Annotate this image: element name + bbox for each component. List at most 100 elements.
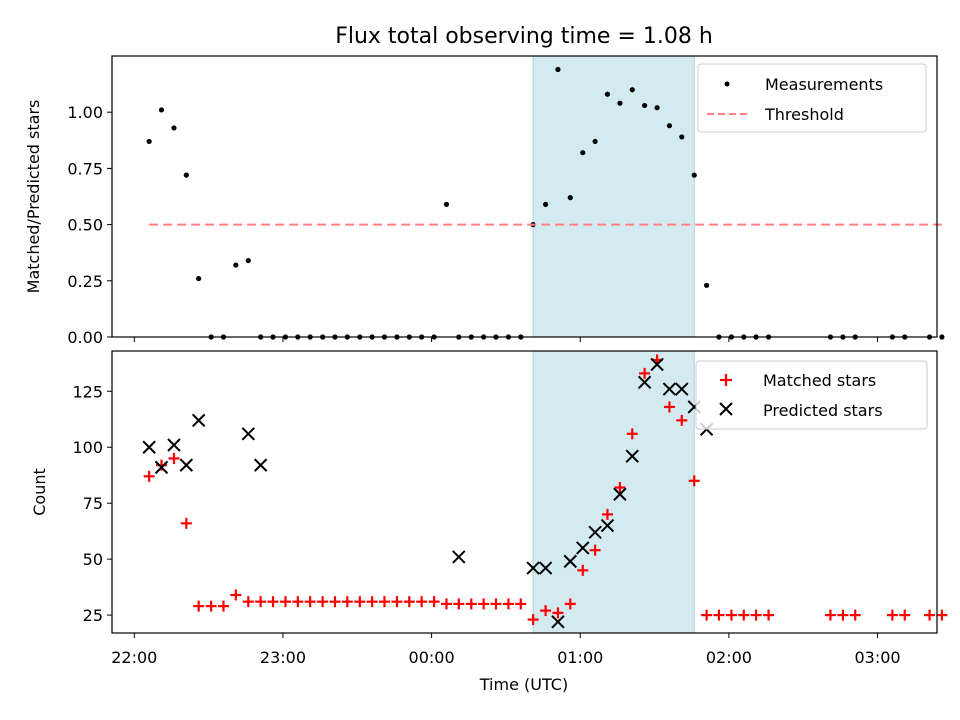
matched-point	[205, 600, 217, 612]
predicted-point	[154, 460, 169, 475]
bottom-legend-box	[695, 360, 928, 430]
predicted-point	[452, 550, 466, 564]
matched-point	[663, 401, 675, 413]
legend-label-matched: Matched stars	[763, 371, 876, 390]
matched-point	[180, 517, 192, 529]
predicted-point	[588, 525, 602, 539]
legend-marker-matched	[720, 374, 732, 386]
matched-point	[478, 598, 490, 610]
predicted-point	[637, 375, 652, 390]
measurement-point	[580, 150, 586, 156]
matched-point	[552, 607, 564, 619]
measurement-point	[592, 138, 598, 145]
matched-point	[242, 596, 254, 608]
matched-point	[217, 600, 229, 612]
measurement-point	[146, 138, 152, 145]
predicted-point	[241, 427, 256, 441]
matched-point	[601, 508, 613, 520]
measurement-point	[171, 125, 177, 131]
predicted-point	[650, 357, 664, 372]
matched-point	[564, 598, 576, 610]
top-marks	[146, 66, 945, 340]
matched-point	[416, 596, 428, 608]
x-tick-label: 03:00	[854, 648, 900, 667]
chart-title: Flux total observing time = 1.08 h	[335, 24, 713, 49]
y-tick-label: 75	[83, 494, 103, 513]
predicted-point	[675, 382, 689, 396]
matched-point	[713, 609, 725, 621]
panel-bottom-highlight	[532, 350, 695, 634]
bottom-axes-frame	[111, 350, 938, 634]
matched-point	[267, 596, 279, 608]
legend-marker-measurements	[724, 81, 730, 87]
top-x-ticks	[133, 337, 879, 342]
measurement-point	[158, 107, 165, 113]
legend-label-predicted: Predicted stars	[763, 401, 883, 420]
predicted-point	[625, 449, 639, 463]
matched-point	[824, 609, 836, 621]
x-tick-label: 02:00	[706, 648, 752, 667]
matched-point	[626, 428, 638, 440]
bottom-marks	[142, 354, 948, 629]
matched-point	[527, 614, 539, 626]
y-tick-label: 25	[83, 606, 103, 625]
x-tick-label: 23:00	[260, 648, 306, 667]
legend-marker-predicted	[719, 402, 733, 416]
y-tick-label: 0.50	[67, 216, 103, 235]
matched-point	[589, 544, 601, 556]
matched-point	[341, 596, 353, 608]
measurement-point	[629, 87, 635, 93]
measurement-point	[196, 275, 202, 282]
legend-label-measurements: Measurements	[765, 75, 883, 94]
y-tick-label: 0.75	[67, 159, 103, 178]
measurement-point	[543, 201, 549, 207]
matched-point	[428, 596, 440, 608]
measurement-point	[567, 195, 573, 201]
matched-point	[366, 596, 378, 608]
measurement-point	[443, 201, 450, 207]
matched-point	[750, 609, 762, 621]
predicted-point	[551, 615, 565, 629]
predicted-point	[253, 458, 268, 472]
matched-point	[378, 596, 390, 608]
matched-point	[886, 609, 898, 621]
matched-point	[453, 598, 465, 610]
bottom-y-axis-label: Count	[30, 468, 49, 516]
matched-point	[837, 609, 849, 621]
predicted-point	[576, 541, 590, 555]
x-tick-label: 22:00	[111, 648, 157, 667]
predicted-point	[662, 382, 677, 396]
matched-point	[292, 596, 304, 608]
measurement-point	[604, 91, 611, 97]
matched-point	[502, 598, 514, 610]
y-tick-label: 1.00	[67, 103, 103, 122]
measurement-point	[939, 334, 945, 340]
measurement-point	[183, 172, 189, 178]
measurement-point	[703, 282, 710, 288]
panel-bottom: Count Time (UTC) 25 50 75 100 125 22:00 23:00…	[30, 350, 948, 694]
legend-label-threshold: Threshold	[764, 105, 844, 124]
measurement-point	[666, 123, 673, 129]
matched-point	[924, 609, 936, 621]
matched-point	[304, 596, 316, 608]
matched-point	[490, 598, 502, 610]
predicted-point	[167, 438, 181, 452]
measurement-point	[642, 102, 648, 109]
matched-point	[899, 609, 911, 621]
measurement-point	[654, 105, 660, 111]
measurement-point	[555, 66, 561, 73]
matched-point	[403, 596, 415, 608]
x-tick-label: 00:00	[409, 648, 455, 667]
matched-point	[515, 598, 527, 610]
matched-point	[540, 605, 552, 617]
bottom-x-ticks: 22:00 23:00 00:00 01:00 02:00 03:00	[111, 633, 901, 667]
predicted-point	[526, 561, 540, 575]
matched-point	[255, 596, 267, 608]
matched-point	[738, 609, 750, 621]
matched-point	[465, 598, 477, 610]
matched-point	[577, 564, 589, 576]
measurement-point	[233, 262, 239, 268]
matched-point	[329, 596, 341, 608]
bottom-y-ticks: 25 50 75 100 125	[72, 382, 112, 625]
